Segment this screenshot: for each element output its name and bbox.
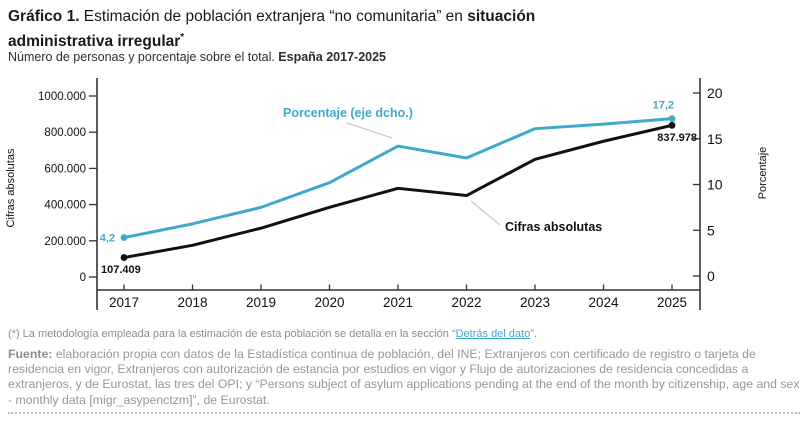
x-axis-year-label: 2020 (314, 295, 344, 310)
x-axis-year-label: 2024 (588, 295, 619, 310)
right-axis-tick-label: 15 (707, 131, 723, 147)
left-axis-tick-label: 0 (80, 272, 86, 284)
percentage-callout-line (346, 122, 393, 139)
absolute-callout-line (470, 200, 501, 226)
absolute-first-point (120, 254, 128, 261)
left-axis-title: Cifras absolutas (5, 148, 17, 227)
percentage-last-value-label: 17,2 (653, 100, 674, 112)
detras-del-dato-link[interactable]: Detrás del dato (455, 328, 531, 340)
left-axis-tick-label: 400.000 (44, 200, 86, 212)
x-axis-year-label: 2017 (109, 295, 139, 310)
x-axis-year-label: 2018 (177, 295, 207, 310)
right-axis-tick-label: 20 (707, 85, 723, 101)
absolute-line-series (122, 123, 674, 260)
figure-footer: (*) La metodología empleada para la esti… (8, 328, 800, 414)
title-emphasis: situación administrativa irregular (8, 8, 536, 51)
absolute-last-value-label: 837.978 (657, 132, 697, 144)
left-axis-tick-label: 200.000 (44, 236, 86, 248)
figure-number: Gráfico 1. (8, 8, 80, 25)
right-axis-tick-label: 5 (707, 222, 715, 238)
left-axis-tick-label: 800.000 (44, 127, 86, 139)
source-note: Fuente: elaboración propia con datos de … (8, 347, 800, 408)
footnote-text: La metodología empleada para la estimaci… (19, 328, 456, 340)
x-axis-year-label: 2023 (520, 295, 550, 310)
right-axis-tick-label: 10 (707, 177, 723, 193)
figure-subtitle: Número de personas y porcentaje sobre el… (8, 50, 708, 64)
absolute-first-value-label: 107.409 (101, 264, 141, 276)
left-axis-tick-label: 600.000 (44, 163, 86, 175)
x-axis-year-label: 2021 (383, 295, 413, 310)
percentage-line-series (122, 117, 674, 240)
line-chart: 0 200.000 400.000 600.000 800.000 1000.000 0 5 1… (5, 78, 769, 310)
title-text: Estimación de población extranjera “no c… (79, 8, 468, 25)
methodology-footnote: (*) La metodología empleada para la esti… (8, 328, 800, 341)
footnote-text-end: ”. (530, 328, 537, 340)
x-axis-year-label: 2022 (451, 295, 481, 310)
percentage-last-point (668, 115, 676, 123)
subtitle-text: Número de personas y porcentaje sobre el… (8, 50, 279, 64)
source-text: elaboración propia con datos de la Estad… (8, 347, 800, 407)
left-axis-tick-label: 1000.000 (38, 91, 86, 103)
figure-title: Gráfico 1. Estimación de población extra… (8, 6, 608, 52)
dotted-separator (8, 411, 800, 414)
x-axis-year-label: 2019 (246, 295, 276, 310)
percentage-first-value-label: 4,2 (100, 233, 115, 245)
absolute-series-label: Cifras absolutas (505, 220, 602, 234)
percentage-series-label: Porcentaje (eje dcho.) (283, 106, 413, 120)
right-axis-tick-label: 0 (707, 268, 715, 284)
source-label: Fuente: (8, 347, 53, 361)
right-axis-title: Porcentaje (757, 147, 769, 200)
title-footnote-marker: * (180, 32, 185, 43)
x-axis-year-label: 2025 (657, 295, 687, 310)
subtitle-period: España 2017-2025 (278, 50, 387, 64)
absolute-last-point (668, 121, 676, 129)
footnote-marker: (*) (8, 328, 20, 340)
percentage-first-point (120, 234, 128, 241)
